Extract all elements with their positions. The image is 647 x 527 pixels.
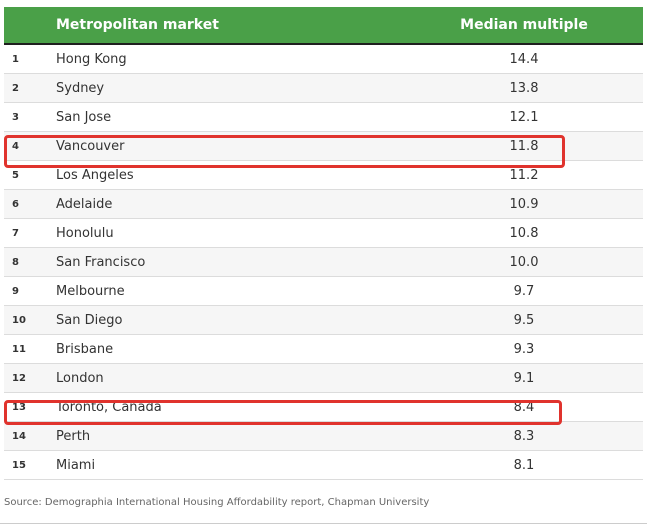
- row-rank: 8: [12, 257, 19, 268]
- row-multiple: 10.9: [509, 197, 539, 212]
- row-rank: 7: [12, 228, 19, 239]
- row-multiple: 9.1: [513, 371, 535, 386]
- row-rank: 9: [12, 286, 19, 297]
- header-market: Metropolitan market: [56, 17, 219, 33]
- table-row: 10 San Diego 9.5: [4, 306, 643, 335]
- row-multiple: 8.3: [513, 429, 535, 444]
- table-row: 7 Honolulu 10.8: [4, 219, 643, 248]
- row-market: Adelaide: [56, 197, 113, 212]
- row-rank: 12: [12, 373, 26, 384]
- row-market: San Francisco: [56, 255, 146, 270]
- row-market: Sydney: [56, 81, 105, 96]
- table-row: 8 San Francisco 10.0: [4, 248, 643, 277]
- row-market: Los Angeles: [56, 168, 134, 183]
- table-row: 12 London 9.1: [4, 364, 643, 393]
- housing-table: Metropolitan market Median multiple 1 Ho…: [4, 7, 643, 480]
- row-multiple: 8.4: [513, 400, 535, 415]
- row-market: Perth: [56, 429, 91, 444]
- table-row: 14 Perth 8.3: [4, 422, 643, 451]
- row-rank: 13: [12, 402, 26, 413]
- table-row: 4 Vancouver 11.8: [4, 132, 643, 161]
- row-market: Brisbane: [56, 342, 114, 357]
- table-row: 13 Toronto, Canada 8.4: [4, 393, 643, 422]
- table-row: 5 Los Angeles 11.2: [4, 161, 643, 190]
- table-row: 2 Sydney 13.8: [4, 74, 643, 103]
- row-multiple: 10.0: [509, 255, 539, 270]
- row-market: San Diego: [56, 313, 123, 328]
- source-note: Source: Demographia International Housin…: [4, 497, 430, 508]
- table-row: 11 Brisbane 9.3: [4, 335, 643, 364]
- row-rank: 10: [12, 315, 26, 326]
- table-row: 9 Melbourne 9.7: [4, 277, 643, 306]
- header-multiple: Median multiple: [460, 17, 588, 33]
- table-row: 3 San Jose 12.1: [4, 103, 643, 132]
- row-rank: 11: [12, 344, 26, 355]
- row-multiple: 8.1: [513, 458, 535, 473]
- row-market: London: [56, 371, 104, 386]
- row-rank: 3: [12, 112, 19, 123]
- row-market: Hong Kong: [56, 52, 127, 67]
- row-market: Melbourne: [56, 284, 125, 299]
- row-rank: 2: [12, 83, 19, 94]
- row-multiple: 12.1: [509, 110, 539, 125]
- row-rank: 14: [12, 431, 26, 442]
- row-market: Toronto, Canada: [56, 400, 162, 415]
- row-multiple: 11.8: [509, 139, 539, 154]
- row-rank: 15: [12, 460, 26, 471]
- row-rank: 5: [12, 170, 19, 181]
- row-rank: 4: [12, 141, 19, 152]
- table-row: 6 Adelaide 10.9: [4, 190, 643, 219]
- row-multiple: 9.7: [513, 284, 535, 299]
- bottom-divider: [0, 523, 647, 524]
- row-multiple: 10.8: [509, 226, 539, 241]
- row-multiple: 13.8: [509, 81, 539, 96]
- row-multiple: 14.4: [509, 52, 539, 67]
- table-header: Metropolitan market Median multiple: [4, 7, 643, 45]
- row-market: Miami: [56, 458, 96, 473]
- row-market: San Jose: [56, 110, 112, 125]
- row-multiple: 11.2: [509, 168, 539, 183]
- table-body: 1 Hong Kong 14.4 2 Sydney 13.8 3 San Jos…: [4, 45, 643, 480]
- table-row: 15 Miami 8.1: [4, 451, 643, 480]
- row-multiple: 9.5: [513, 313, 535, 328]
- row-market: Vancouver: [56, 139, 125, 154]
- row-rank: 6: [12, 199, 19, 210]
- row-multiple: 9.3: [513, 342, 535, 357]
- table-row: 1 Hong Kong 14.4: [4, 45, 643, 74]
- row-market: Honolulu: [56, 226, 114, 241]
- row-rank: 1: [12, 54, 19, 65]
